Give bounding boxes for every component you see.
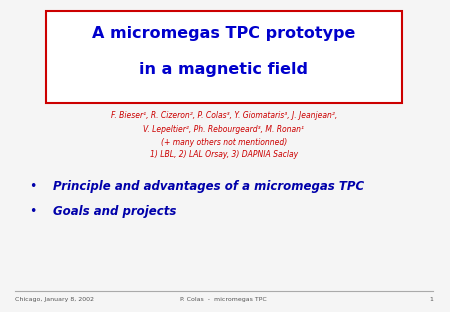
- Text: •: •: [29, 180, 36, 193]
- Text: (+ many others not mentionned): (+ many others not mentionned): [161, 138, 287, 147]
- Text: Goals and projects: Goals and projects: [53, 205, 176, 218]
- FancyBboxPatch shape: [46, 11, 402, 104]
- Text: •: •: [29, 205, 36, 218]
- Text: A micromegas TPC prototype: A micromegas TPC prototype: [92, 26, 356, 41]
- Text: in a magnetic field: in a magnetic field: [139, 62, 308, 77]
- Text: P. Colas  -  micromegas TPC: P. Colas - micromegas TPC: [180, 297, 267, 302]
- Text: V. Lepeltier², Ph. Rebourgeard³, M. Ronan¹: V. Lepeltier², Ph. Rebourgeard³, M. Rona…: [143, 125, 304, 134]
- Text: Principle and advantages of a micromegas TPC: Principle and advantages of a micromegas…: [53, 180, 364, 193]
- Text: 1) LBL, 2) LAL Orsay, 3) DAPNIA Saclay: 1) LBL, 2) LAL Orsay, 3) DAPNIA Saclay: [150, 150, 298, 159]
- Text: F. Bieser¹, R. Cizeron², P. Colas³, Y. Giomataris³, J. Jeanjean²,: F. Bieser¹, R. Cizeron², P. Colas³, Y. G…: [111, 111, 337, 120]
- Text: Chicago, January 8, 2002: Chicago, January 8, 2002: [15, 297, 94, 302]
- Text: 1: 1: [429, 297, 433, 302]
